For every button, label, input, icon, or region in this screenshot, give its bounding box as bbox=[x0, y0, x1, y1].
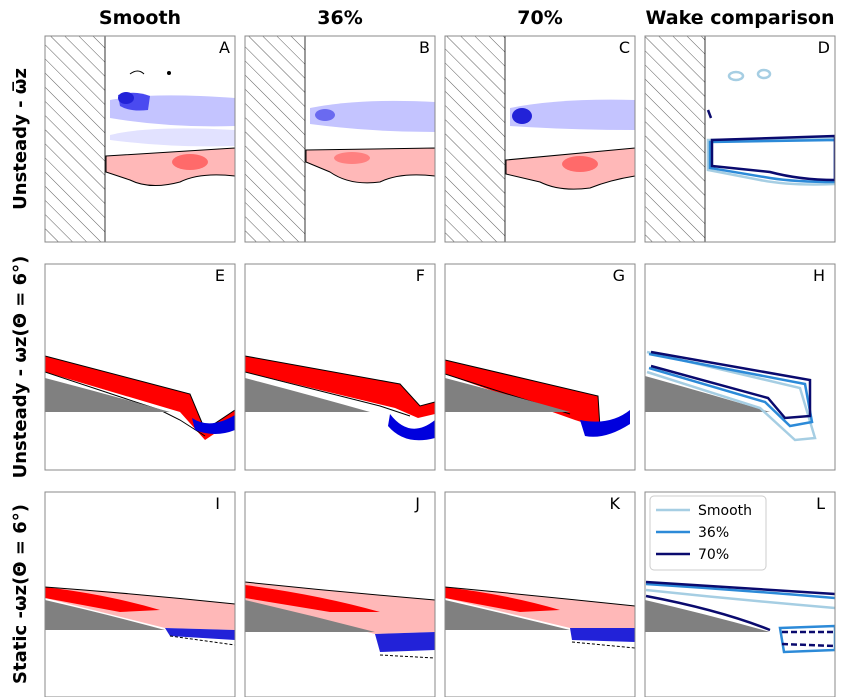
row-title-unsteady-phase: Unsteady - ωz(Θ = 6°) bbox=[10, 256, 31, 479]
column-title-36: 36% bbox=[317, 7, 362, 29]
panel-label-H: H bbox=[813, 266, 825, 285]
panel-label-K: K bbox=[610, 494, 621, 513]
panel-E bbox=[45, 355, 235, 440]
panel-label-C: C bbox=[619, 38, 630, 57]
panel-label-L: L bbox=[816, 494, 825, 513]
column-title-smooth: Smooth bbox=[99, 7, 181, 29]
panel-L-frame bbox=[644, 491, 836, 697]
panel-F bbox=[245, 355, 435, 441]
panel-E-frame bbox=[44, 263, 236, 471]
panel-H bbox=[645, 350, 817, 442]
panel-label-D: D bbox=[818, 38, 830, 57]
panel-label-E: E bbox=[215, 266, 225, 285]
legend-label-36: 36% bbox=[698, 525, 729, 541]
legend-label-smooth: Smooth bbox=[698, 503, 752, 519]
panel-label-G: G bbox=[613, 266, 625, 285]
panel-label-A: A bbox=[219, 38, 230, 57]
panel-L bbox=[645, 580, 835, 654]
panel-K bbox=[445, 586, 635, 649]
panel-label-F: F bbox=[416, 266, 425, 285]
column-title-70: 70% bbox=[517, 7, 562, 29]
column-title-wake-comparison: Wake comparison bbox=[645, 7, 834, 29]
panel-H-frame bbox=[644, 263, 836, 471]
panel-I-frame bbox=[44, 491, 236, 697]
panel-D-frame bbox=[644, 35, 836, 243]
panel-F-frame bbox=[244, 263, 436, 471]
panel-B-frame bbox=[244, 35, 436, 243]
panel-A bbox=[45, 36, 235, 242]
panel-label-I: I bbox=[215, 494, 220, 513]
panel-J bbox=[245, 581, 435, 659]
panel-K-frame bbox=[444, 491, 636, 697]
panel-label-B: B bbox=[419, 38, 430, 57]
panel-A-frame bbox=[44, 35, 236, 243]
panel-C bbox=[445, 36, 635, 242]
panel-B bbox=[245, 36, 435, 242]
row-title-static: Static -ωz(Θ = 6°) bbox=[10, 504, 31, 684]
panel-J-frame bbox=[244, 491, 436, 697]
panel-D bbox=[645, 36, 835, 242]
panel-G bbox=[445, 359, 630, 437]
panel-C-frame bbox=[444, 35, 636, 243]
row-title-unsteady-mean: Unsteady - ω̅z bbox=[10, 68, 31, 210]
legend: Smooth 36% 70% bbox=[649, 495, 767, 571]
panel-I bbox=[45, 586, 235, 646]
legend-label-70: 70% bbox=[698, 547, 729, 563]
panel-label-J: J bbox=[414, 494, 420, 513]
panel-G-frame bbox=[444, 263, 636, 471]
